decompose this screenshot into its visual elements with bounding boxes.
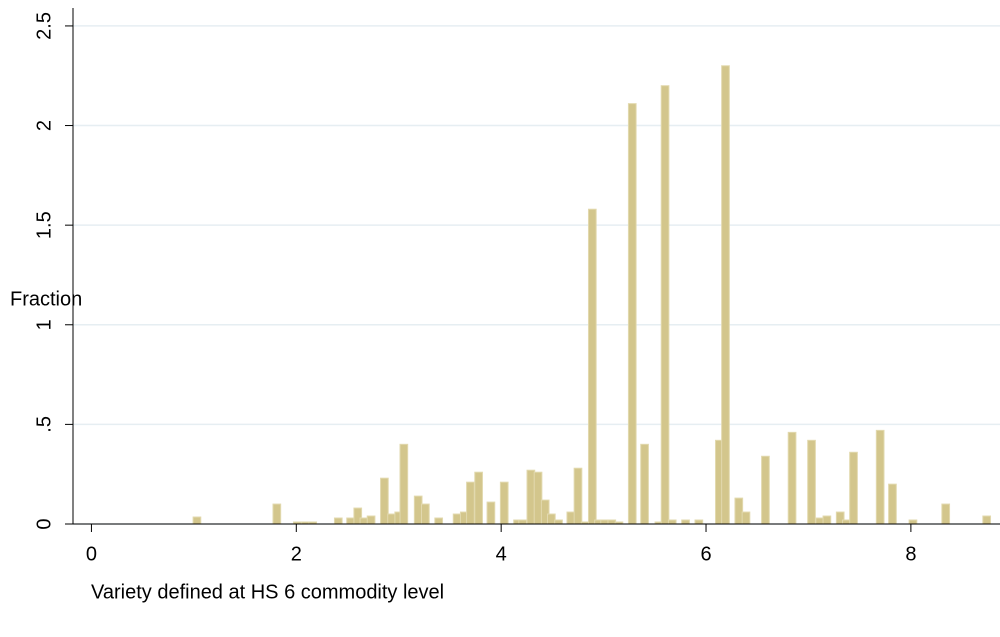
bar: [667, 519, 677, 525]
bar: [533, 471, 543, 525]
bar: [982, 515, 992, 525]
bar: [842, 519, 851, 525]
bar: [526, 469, 536, 525]
bar: [421, 503, 430, 525]
bar: [413, 495, 423, 525]
bar: [554, 519, 563, 525]
bar: [941, 503, 951, 525]
bar: [721, 65, 730, 525]
x-tick-label: 0: [86, 543, 97, 565]
bar: [908, 519, 918, 525]
x-tick-label: 4: [496, 543, 507, 565]
bar: [734, 497, 744, 525]
bar: [192, 516, 202, 525]
y-tick-label: 2: [33, 120, 55, 131]
bar: [486, 501, 496, 525]
bar: [849, 451, 858, 525]
bar: [822, 515, 832, 525]
bar: [346, 517, 355, 525]
bar: [815, 517, 825, 525]
bar: [499, 481, 509, 525]
bar: [787, 431, 797, 525]
bar: [366, 515, 376, 525]
y-tick-label: .5: [33, 416, 55, 433]
bar: [660, 85, 670, 525]
bar: [518, 519, 528, 525]
bar: [807, 439, 816, 525]
bar: [587, 208, 597, 525]
bar: [694, 519, 704, 525]
bar: [566, 511, 576, 525]
bar: [875, 429, 885, 525]
bar: [359, 517, 369, 525]
bar: [573, 467, 583, 525]
y-tick-label: 0: [33, 518, 55, 529]
bar: [681, 519, 690, 525]
bar: [399, 443, 409, 525]
y-tick-label: 1.5: [33, 211, 55, 239]
bar: [741, 511, 751, 525]
bar: [474, 471, 483, 525]
bar: [640, 443, 649, 525]
x-tick-label: 2: [291, 543, 302, 565]
bar: [333, 517, 343, 525]
x-tick-label: 8: [905, 543, 916, 565]
bar: [452, 513, 462, 525]
y-axis-label: Fraction: [10, 288, 82, 310]
x-tick-label: 6: [700, 543, 711, 565]
bar: [272, 503, 282, 525]
bar: [387, 513, 396, 525]
bar: [466, 481, 475, 525]
bar: [434, 517, 444, 525]
y-tick-label: 2.5: [33, 12, 55, 40]
bar: [761, 455, 770, 525]
bar: [607, 519, 617, 525]
bar: [547, 513, 556, 525]
bar: [600, 519, 609, 525]
bar: [888, 483, 897, 525]
y-tick-label: 1: [33, 319, 55, 330]
x-axis-label: Variety defined at HS 6 commodity level: [91, 581, 444, 603]
bar: [627, 103, 637, 525]
bar: [380, 477, 389, 525]
